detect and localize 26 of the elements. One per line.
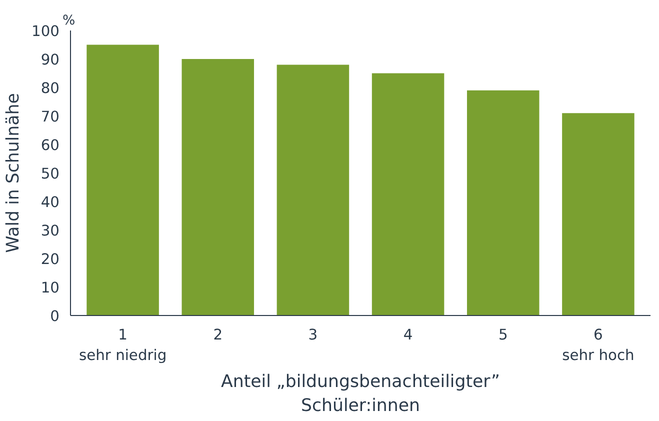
y-tick-label: 60 xyxy=(40,137,60,154)
y-tick-label: 80 xyxy=(40,80,60,97)
y-tick-label: 100 xyxy=(32,23,60,40)
y-tick-label: 90 xyxy=(40,52,60,68)
y-tick-label: 30 xyxy=(40,222,60,240)
y-tick-label: 20 xyxy=(40,251,60,268)
bar xyxy=(466,90,540,316)
bar xyxy=(182,59,254,316)
y-tick-label: 50 xyxy=(40,166,60,182)
text: % xyxy=(62,14,76,28)
x-axis-title: Anteil „bildungsbenachteiligter” Schüler:innen xyxy=(221,372,500,416)
x-tick-label: 1 sehr niedrig xyxy=(78,326,167,364)
x-tick-label: 6 sehr hoch xyxy=(562,326,634,364)
y-tick-label: 40 xyxy=(40,194,60,211)
y-tick-label: 10 xyxy=(40,280,60,296)
x-tick-label: 4 xyxy=(403,326,413,344)
bar xyxy=(562,113,634,316)
bar xyxy=(86,44,159,316)
y-tick-label: 70 xyxy=(40,108,60,126)
x-tick-label: 2 xyxy=(213,326,223,344)
y-axis-title: Wald in Schulnähe xyxy=(4,93,24,253)
y-tick-label: 0 xyxy=(50,308,60,325)
bar xyxy=(276,64,350,316)
bar xyxy=(372,73,444,316)
x-tick-label: 5 xyxy=(498,326,508,344)
x-tick-label: 3 xyxy=(308,326,318,344)
